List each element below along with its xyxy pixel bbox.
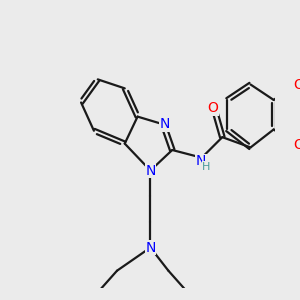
Text: N: N	[160, 117, 170, 131]
Text: N: N	[145, 241, 156, 255]
Text: O: O	[207, 101, 218, 116]
Text: N: N	[145, 164, 156, 178]
Text: O: O	[294, 77, 300, 92]
Text: O: O	[294, 138, 300, 152]
Text: N: N	[196, 154, 206, 168]
Text: H: H	[202, 162, 211, 172]
